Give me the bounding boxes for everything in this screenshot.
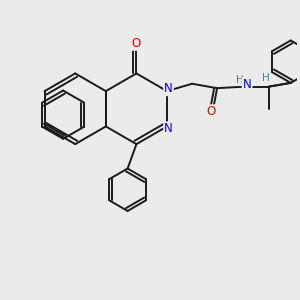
- Text: N: N: [164, 122, 173, 135]
- Text: N: N: [243, 78, 251, 91]
- Text: N: N: [164, 82, 173, 95]
- Text: H: H: [262, 74, 269, 83]
- Text: H: H: [236, 75, 244, 85]
- Text: O: O: [132, 37, 141, 50]
- Text: O: O: [207, 105, 216, 118]
